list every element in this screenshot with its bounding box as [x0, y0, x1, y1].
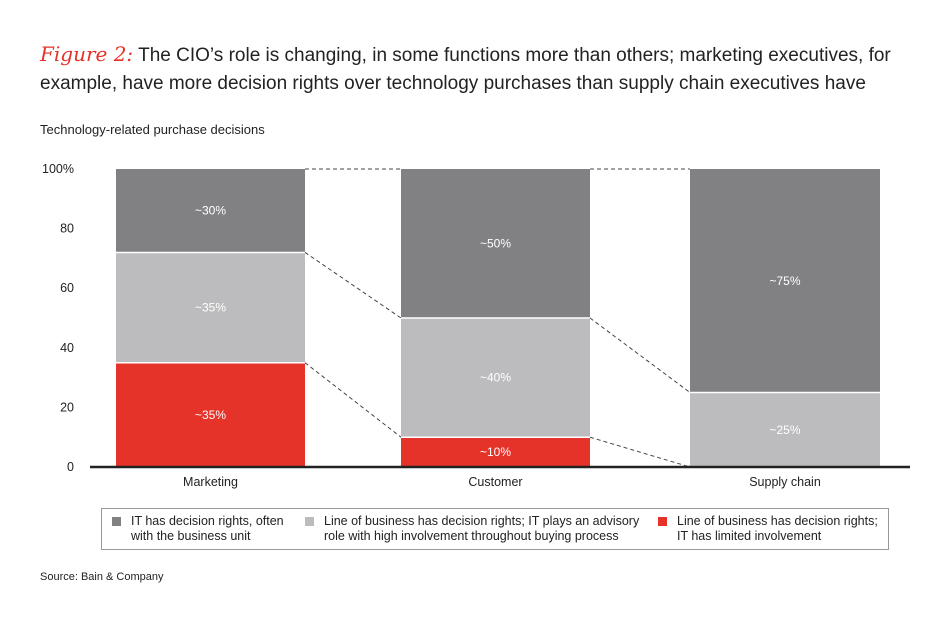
- source-note: Source: Bain & Company: [40, 571, 164, 583]
- bar-segment: [116, 362, 305, 467]
- y-tick-label: 20: [60, 400, 74, 414]
- bar-segment: [401, 169, 590, 318]
- y-tick-label: 0: [67, 460, 74, 474]
- data-label: ~35%: [195, 301, 226, 315]
- x-tick-label: Customer: [468, 475, 522, 489]
- title-text: The CIO’s role is changing, in some func…: [40, 45, 891, 94]
- figure-label: Figure 2:: [40, 42, 134, 66]
- data-label: ~30%: [195, 204, 226, 218]
- bar-segment: [401, 437, 590, 467]
- connector-line: [589, 436, 691, 468]
- y-tick-label: 80: [60, 222, 74, 236]
- x-tick-label: Supply chain: [749, 475, 821, 489]
- legend-item-it-rights: IT has decision rights, often with the b…: [112, 514, 292, 544]
- stacked-bar-chart: 0 20 40 60 80 100% ~35% ~35% ~30% Marketing ~10% ~4…: [42, 162, 910, 489]
- data-label: ~50%: [480, 237, 511, 251]
- legend-label-it-rights: IT has decision rights, often with the b…: [131, 514, 284, 543]
- connector-line: [304, 362, 402, 438]
- bar-segment: [116, 252, 305, 363]
- data-label: ~75%: [769, 274, 800, 288]
- data-label: ~40%: [480, 371, 511, 385]
- y-tick-label: 100%: [42, 162, 74, 176]
- x-tick-label: Marketing: [183, 475, 238, 489]
- bar-segment: [690, 169, 880, 393]
- connector-line: [304, 252, 402, 319]
- chart-title: Figure 2: The CIO’s role is changing, in…: [40, 40, 920, 98]
- data-label: ~10%: [480, 445, 511, 459]
- legend-swatch-advisory: [305, 517, 314, 526]
- y-tick-label: 60: [60, 281, 74, 295]
- legend-label-advisory: Line of business has decision rights; IT…: [324, 514, 640, 543]
- legend-swatch-limited: [658, 517, 667, 526]
- legend-label-limited: Line of business has decision rights; IT…: [677, 514, 878, 543]
- bar-segment: [116, 169, 305, 253]
- legend: IT has decision rights, often with the b…: [101, 508, 889, 550]
- bar-segment: [690, 392, 880, 467]
- legend-swatch-it-rights: [112, 517, 121, 526]
- chart-subtitle: Technology-related purchase decisions: [40, 122, 265, 137]
- legend-item-limited: Line of business has decision rights; IT…: [658, 514, 888, 544]
- legend-item-advisory: Line of business has decision rights; IT…: [305, 514, 640, 544]
- bar-segment: [401, 318, 590, 438]
- data-label: ~25%: [769, 423, 800, 437]
- connector-line: [589, 317, 691, 393]
- y-tick-label: 40: [60, 341, 74, 355]
- data-label: ~35%: [195, 408, 226, 422]
